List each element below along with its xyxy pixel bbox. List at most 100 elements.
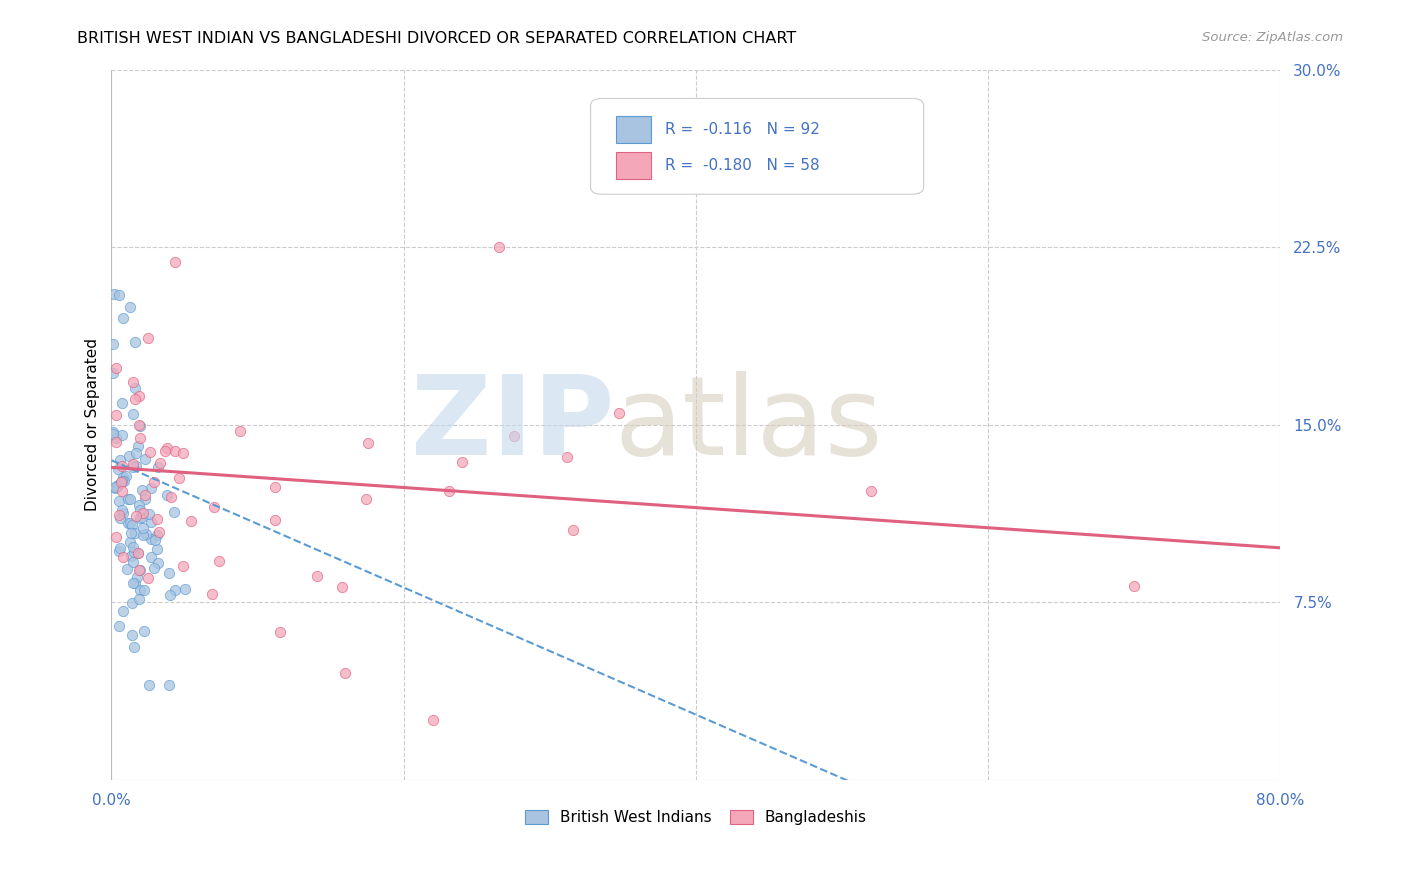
Point	[139, 481, 162, 495]
Point	[101, 426, 124, 441]
Point	[148, 525, 170, 540]
Point	[157, 566, 180, 580]
Point	[860, 484, 883, 499]
Point	[112, 311, 135, 326]
Point	[165, 444, 187, 458]
Point	[138, 678, 160, 692]
Point	[148, 456, 170, 470]
Point	[143, 475, 166, 489]
FancyBboxPatch shape	[616, 152, 651, 178]
Point	[127, 546, 149, 560]
Point	[128, 419, 150, 434]
Point	[132, 506, 155, 520]
Point	[111, 474, 134, 488]
Text: Source: ZipAtlas.com: Source: ZipAtlas.com	[1202, 31, 1343, 45]
Point	[163, 255, 186, 269]
Point	[132, 521, 155, 535]
Point	[112, 475, 135, 489]
Point	[1123, 579, 1146, 593]
Point	[104, 408, 127, 422]
Point	[125, 458, 148, 473]
Point	[555, 450, 578, 465]
Point	[503, 429, 526, 443]
Point	[111, 503, 134, 517]
Point	[124, 526, 146, 541]
Point	[121, 540, 143, 554]
Point	[101, 425, 124, 440]
Point	[422, 714, 444, 728]
Point	[120, 526, 142, 541]
Point	[167, 471, 190, 485]
Point	[143, 533, 166, 547]
Point	[146, 512, 169, 526]
Point	[128, 432, 150, 446]
Point	[138, 507, 160, 521]
Point	[124, 575, 146, 590]
Point	[104, 431, 127, 445]
Point	[208, 554, 231, 568]
Point	[103, 287, 125, 301]
Point	[450, 455, 472, 469]
Point	[156, 442, 179, 456]
Point	[107, 619, 129, 633]
Y-axis label: Divorced or Separated: Divorced or Separated	[86, 338, 100, 511]
Point	[129, 510, 152, 524]
Point	[333, 666, 356, 681]
Point	[108, 493, 131, 508]
Point	[142, 561, 165, 575]
Point	[121, 518, 143, 533]
Text: R =  -0.180   N = 58: R = -0.180 N = 58	[665, 158, 820, 173]
Point	[180, 514, 202, 528]
Point	[160, 490, 183, 504]
Point	[134, 452, 156, 467]
Point	[139, 532, 162, 546]
Point	[104, 481, 127, 495]
Point	[165, 583, 187, 598]
Point	[157, 678, 180, 692]
Point	[111, 604, 134, 618]
Point	[105, 479, 128, 493]
Point	[122, 459, 145, 474]
Point	[101, 366, 124, 380]
Point	[128, 498, 150, 512]
Point	[131, 510, 153, 524]
Point	[156, 488, 179, 502]
Point	[128, 503, 150, 517]
Point	[128, 417, 150, 432]
Point	[356, 436, 378, 450]
Text: ZIP: ZIP	[411, 371, 614, 478]
Point	[111, 506, 134, 520]
Text: R =  -0.116   N = 92: R = -0.116 N = 92	[665, 122, 820, 137]
Point	[264, 480, 287, 494]
FancyBboxPatch shape	[591, 98, 924, 194]
Point	[131, 483, 153, 498]
Point	[118, 516, 141, 530]
Point	[128, 563, 150, 577]
Point	[202, 500, 225, 515]
Point	[163, 506, 186, 520]
Point	[229, 424, 252, 438]
Point	[146, 459, 169, 474]
Point	[112, 469, 135, 483]
Point	[121, 457, 143, 471]
Point	[115, 562, 138, 576]
Point	[146, 528, 169, 542]
Point	[136, 571, 159, 585]
Point	[121, 596, 143, 610]
Point	[104, 479, 127, 493]
Point	[111, 483, 134, 498]
Point	[111, 458, 134, 473]
Point	[121, 628, 143, 642]
Point	[134, 491, 156, 506]
Point	[108, 541, 131, 555]
Point	[121, 555, 143, 569]
Point	[305, 569, 328, 583]
Point	[124, 392, 146, 406]
Point	[146, 542, 169, 557]
Point	[115, 468, 138, 483]
Point	[129, 582, 152, 597]
Point	[121, 408, 143, 422]
Point	[354, 491, 377, 506]
FancyBboxPatch shape	[616, 116, 651, 143]
Point	[101, 337, 124, 351]
